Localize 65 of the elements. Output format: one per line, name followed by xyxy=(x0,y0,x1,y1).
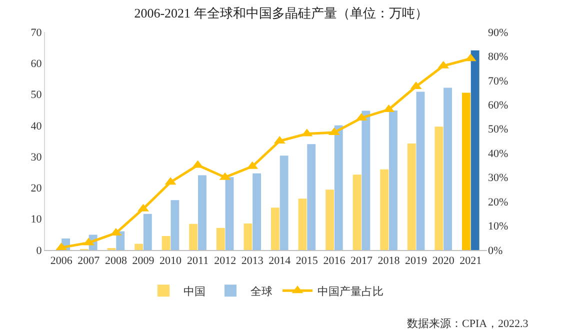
bar xyxy=(352,174,362,250)
y-tick-label: 50 xyxy=(30,89,42,102)
y-tick-label: 0 xyxy=(36,244,42,257)
y2-tick-label: 10% xyxy=(488,220,508,233)
bar xyxy=(244,224,252,250)
bar xyxy=(252,173,261,250)
x-tick-label: 2013 xyxy=(241,255,264,268)
source-note: 数据来源：CPIA，2022.3 xyxy=(407,317,529,330)
bar xyxy=(170,200,180,250)
legend-label: 全球 xyxy=(250,284,272,298)
x-tick-label: 2018 xyxy=(378,255,400,268)
y2-tick-label: 40% xyxy=(488,148,508,160)
bar xyxy=(416,92,425,250)
bar xyxy=(334,125,343,250)
x-tick-label: 2015 xyxy=(296,255,318,268)
y2-tick-label: 60% xyxy=(488,100,508,112)
x-tick-label: 2016 xyxy=(323,255,346,268)
y2-tick-label: 70% xyxy=(488,75,508,88)
bar xyxy=(380,169,389,250)
bar xyxy=(298,198,307,250)
y-tick-label: 60 xyxy=(30,58,42,70)
y-tick-label: 40 xyxy=(30,120,42,132)
bar xyxy=(198,175,206,250)
bar xyxy=(189,224,198,250)
bar xyxy=(434,126,444,250)
y2-tick-label: 50% xyxy=(488,124,508,136)
y2-tick-label: 0% xyxy=(488,244,503,257)
y2-tick-label: 90% xyxy=(488,26,508,39)
y-tick-label: 10 xyxy=(30,214,42,226)
x-tick-label: 2019 xyxy=(405,255,428,268)
legend-label: 中国产量占比 xyxy=(318,284,384,298)
y-tick-label: 70 xyxy=(30,26,42,39)
bar xyxy=(362,110,370,250)
y2-tick-label: 30% xyxy=(488,172,508,184)
bar xyxy=(307,144,316,250)
y2-tick-label: 80% xyxy=(488,51,508,64)
bar xyxy=(216,228,225,250)
x-tick-label: 2014 xyxy=(268,255,292,268)
x-tick-label: 2009 xyxy=(132,255,155,268)
x-tick-label: 2006 xyxy=(50,255,73,268)
bar xyxy=(225,177,234,250)
x-tick-label: 2007 xyxy=(78,255,100,268)
bar xyxy=(462,92,470,250)
bar xyxy=(162,236,170,250)
x-tick-label: 2010 xyxy=(160,255,182,268)
bar xyxy=(271,208,280,250)
y-tick-label: 20 xyxy=(30,182,42,195)
bar xyxy=(134,244,143,250)
legend-label: 中国 xyxy=(184,284,206,298)
chart-title: 2006-2021 年全球和中国多晶硅产量（单位：万吨） xyxy=(134,5,428,20)
bar xyxy=(143,214,152,250)
x-tick-label: 2020 xyxy=(432,255,455,268)
bar xyxy=(407,143,416,250)
bar xyxy=(326,190,334,250)
x-tick-label: 2021 xyxy=(460,255,482,268)
bar xyxy=(470,50,480,250)
x-tick-label: 2008 xyxy=(104,255,128,268)
bar xyxy=(444,88,452,250)
bar xyxy=(280,156,288,250)
x-tick-label: 2012 xyxy=(214,255,236,268)
y-tick-label: 30 xyxy=(30,151,42,164)
x-tick-label: 2011 xyxy=(186,255,209,268)
x-tick-label: 2017 xyxy=(350,255,373,268)
bar xyxy=(389,110,398,250)
y2-tick-label: 20% xyxy=(488,196,508,208)
